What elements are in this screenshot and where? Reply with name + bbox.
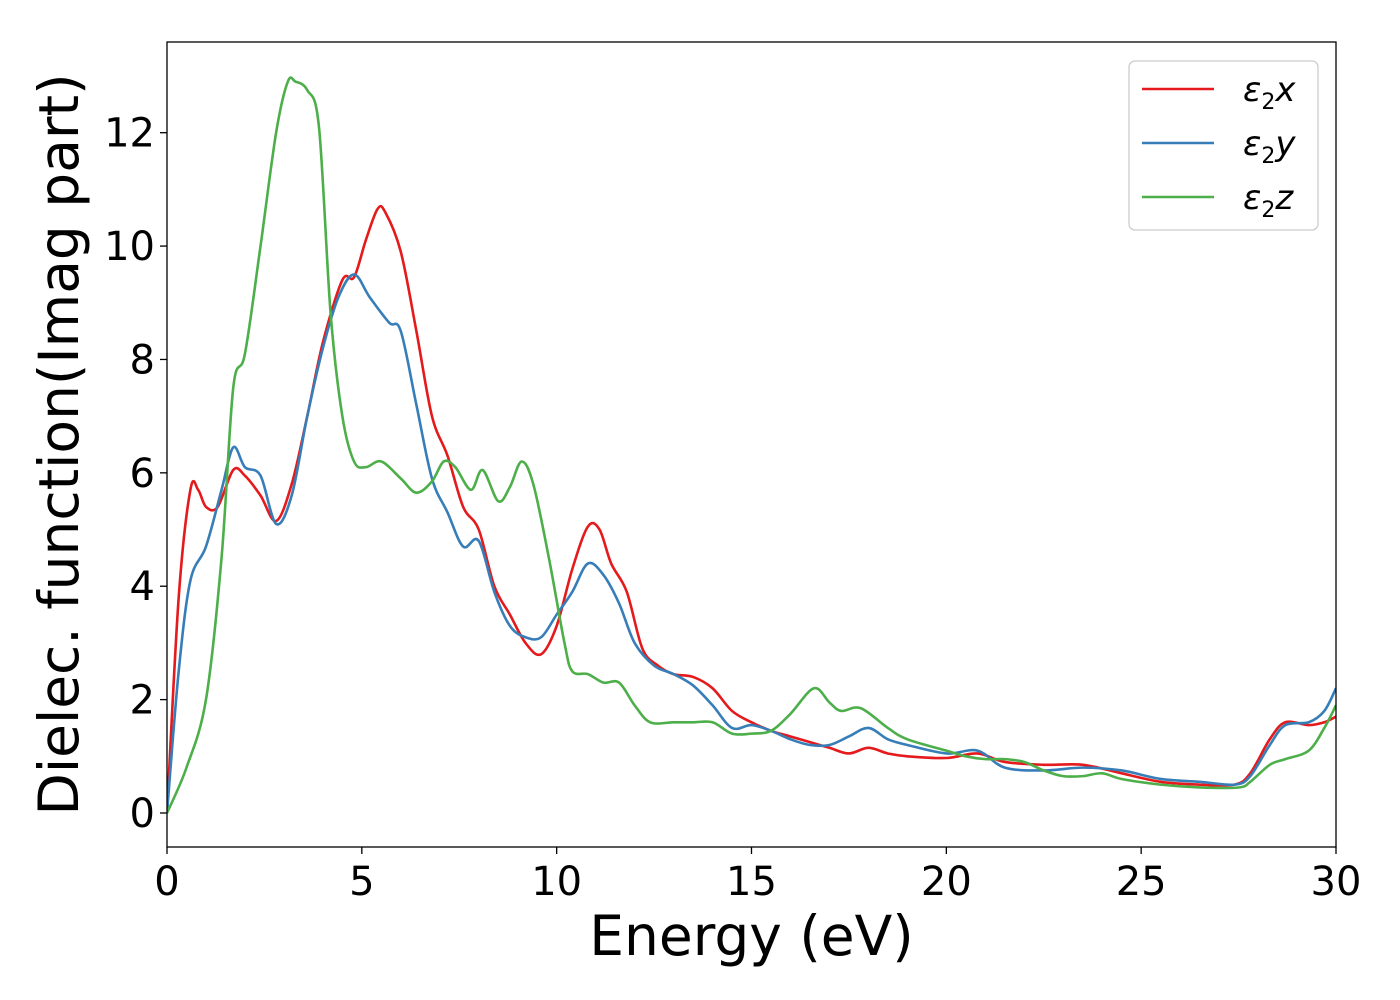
x-axis-ticks: 0 5 10 15 20 25 30 [154, 847, 1361, 905]
legend-label-subscript: 2 [1261, 144, 1275, 169]
plot-frame [166, 41, 1337, 848]
y-tick-label: 8 [130, 337, 155, 383]
y-tick-label: 2 [130, 678, 155, 724]
y-axis-label: Dielec. function(Imag part) [27, 73, 91, 815]
y-axis-ticks: 0 2 4 6 8 10 12 [104, 111, 167, 837]
legend-label-subscript: 2 [1261, 198, 1275, 223]
y-tick-label: 10 [104, 224, 155, 270]
series-line-eps2x [167, 204, 1336, 814]
y-tick-label: 4 [130, 564, 155, 610]
legend-label-suffix: z [1274, 178, 1294, 218]
legend-label-suffix: x [1274, 70, 1296, 110]
x-tick-label: 10 [531, 859, 582, 905]
x-tick-label: 30 [1311, 859, 1362, 905]
x-tick-label: 5 [349, 859, 374, 905]
legend-label-base: ε [1243, 124, 1261, 164]
y-tick-label: 12 [104, 111, 155, 157]
x-axis-label: Energy (eV) [589, 904, 913, 968]
y-tick-label: 0 [130, 791, 155, 837]
legend-label-eps2y: ε2y [1243, 124, 1296, 169]
legend-label-suffix: y [1274, 124, 1296, 164]
x-tick-label: 0 [154, 859, 179, 905]
legend-label-base: ε [1243, 70, 1261, 110]
series-line-eps2y [167, 273, 1336, 814]
x-tick-label: 20 [921, 859, 972, 905]
x-tick-label: 25 [1116, 859, 1167, 905]
plot-area [167, 76, 1336, 814]
legend-label-eps2z: ε2z [1243, 178, 1294, 223]
legend-label-subscript: 2 [1261, 90, 1275, 115]
legend-box [1128, 60, 1319, 231]
legend-label-eps2x: ε2x [1243, 70, 1296, 115]
x-tick-label: 15 [726, 859, 777, 905]
series-line-eps2z [167, 76, 1336, 814]
legend-label-base: ε [1243, 178, 1261, 218]
y-tick-label: 6 [130, 451, 155, 497]
